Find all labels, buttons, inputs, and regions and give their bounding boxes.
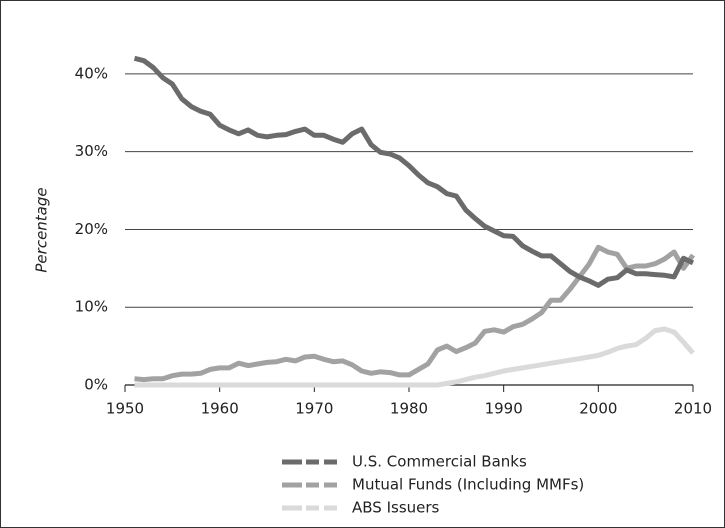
y-tick-label: 20% [75, 220, 108, 238]
y-tick-label: 10% [75, 298, 108, 316]
y-tick-label: 0% [84, 376, 108, 394]
x-tick-label: 1980 [390, 400, 428, 418]
x-tick-label: 1960 [201, 400, 239, 418]
series-line [134, 244, 696, 383]
legend-label: U.S. Commercial Banks [352, 453, 527, 471]
y-tick-label: 40% [75, 64, 108, 82]
x-tick-label: 1970 [295, 400, 333, 418]
y-tick-label: 30% [75, 142, 108, 160]
x-tick-label: 2000 [579, 400, 617, 418]
x-tick-label: 2010 [674, 400, 712, 418]
legend-label: ABS Issuers [352, 499, 440, 517]
y-axis-label: Percentage [33, 187, 51, 272]
series-line [134, 326, 695, 388]
x-tick-label: 1950 [106, 400, 144, 418]
legend-label: Mutual Funds (Including MMFs) [352, 476, 584, 494]
x-tick-label: 1990 [485, 400, 523, 418]
series-line [133, 55, 695, 288]
